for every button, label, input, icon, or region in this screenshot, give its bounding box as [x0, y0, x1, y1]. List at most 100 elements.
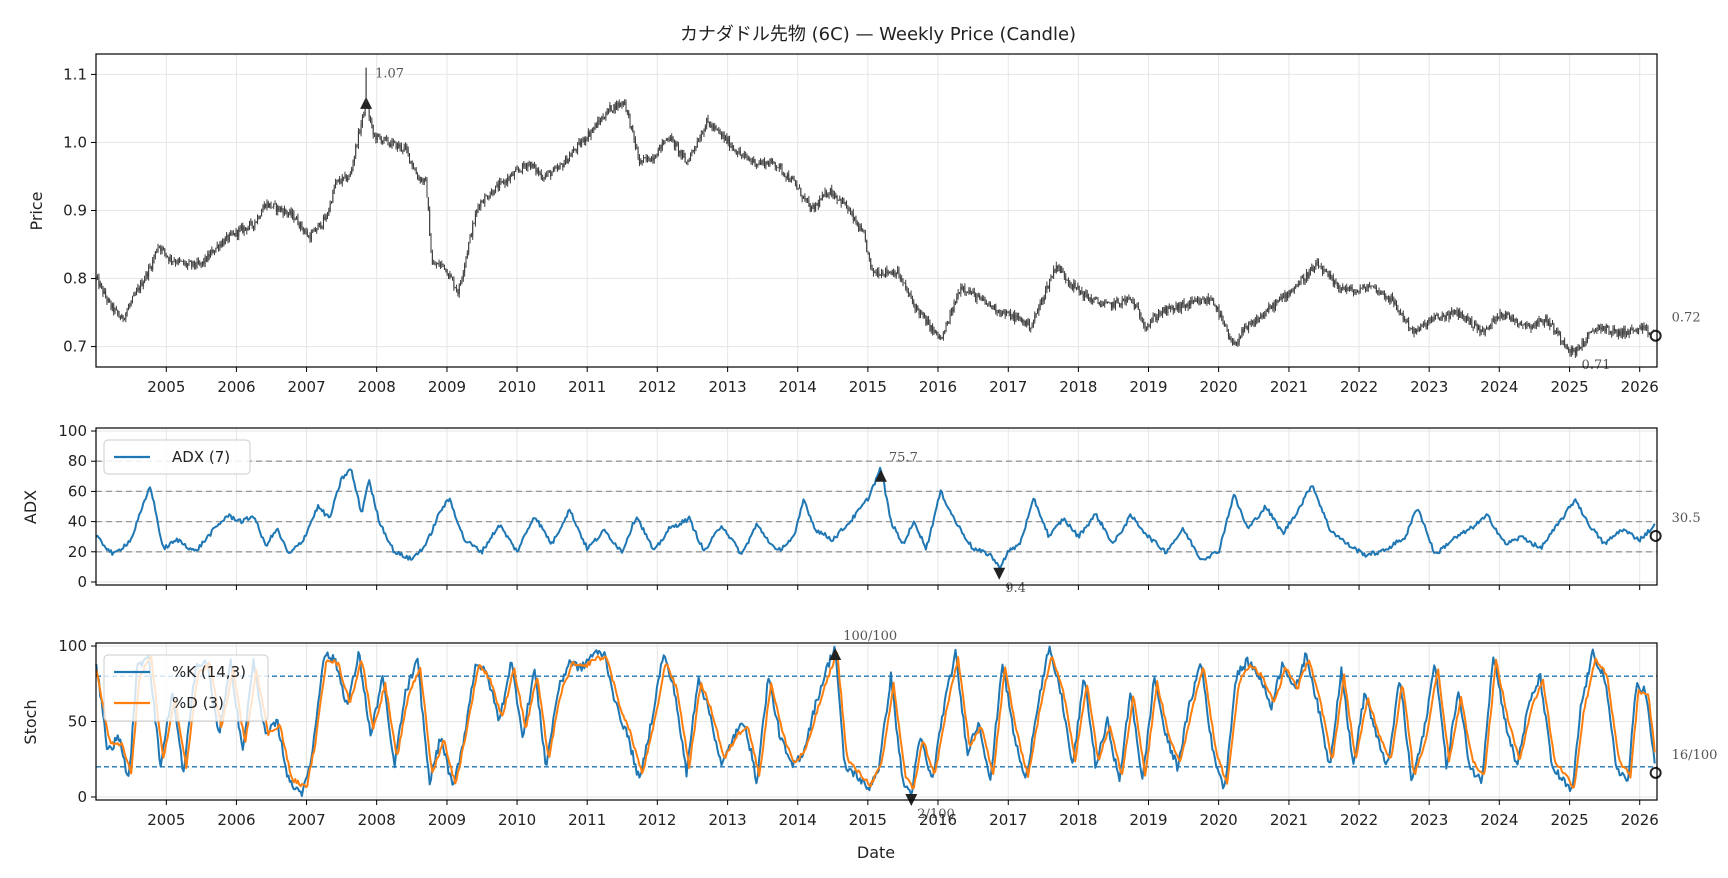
candle-body: [400, 145, 402, 150]
candle-body: [1558, 330, 1560, 335]
candle-body: [443, 264, 445, 270]
candle-body: [745, 154, 747, 156]
candle-body: [1223, 322, 1225, 327]
candle-body: [911, 297, 913, 302]
candle-body: [731, 146, 733, 149]
candle-body: [1187, 303, 1189, 307]
candle-body: [230, 232, 232, 234]
candle-body: [1256, 318, 1258, 321]
candle-body: [224, 237, 226, 245]
price-annotation-label: 0.71: [1582, 358, 1611, 373]
candle-body: [364, 102, 366, 115]
candle-body: [226, 235, 228, 238]
candle-body: [1553, 324, 1555, 333]
candle-body: [1621, 330, 1623, 335]
candle-body: [976, 295, 978, 301]
candle-body: [1355, 291, 1357, 293]
candle-body: [1237, 342, 1239, 345]
candle-body: [98, 277, 100, 287]
candle-body: [876, 271, 878, 274]
candle-body: [1387, 298, 1389, 300]
candle-body: [344, 174, 346, 178]
stoch-annotation-label: 16/100: [1672, 748, 1718, 763]
candle-body: [1381, 292, 1383, 294]
stoch-legend-label-k: %K (14,3): [172, 663, 246, 681]
candle-body: [484, 196, 486, 204]
candle-body: [661, 141, 663, 150]
candle-body: [995, 304, 997, 312]
candle-body: [1504, 314, 1506, 319]
candle-body: [940, 337, 942, 339]
candle-body: [1253, 320, 1255, 326]
candle-body: [1277, 299, 1279, 302]
candle-body: [556, 167, 558, 170]
candle-body: [441, 263, 443, 265]
candle-body: [1531, 325, 1533, 329]
candle-body: [277, 206, 279, 212]
candle-body: [1521, 321, 1523, 326]
candle-body: [706, 118, 708, 127]
candle-body: [1545, 315, 1547, 323]
candle-body: [612, 110, 614, 112]
candle-body: [934, 329, 936, 334]
candle-body: [593, 128, 595, 130]
candle-body: [473, 223, 475, 224]
candle-body: [1636, 328, 1638, 334]
candle-body: [1561, 341, 1563, 342]
candle-body: [1328, 274, 1330, 277]
candle-body: [1170, 307, 1172, 309]
candle-body: [1410, 328, 1412, 329]
candle-body: [569, 155, 570, 159]
candle-body: [1631, 328, 1633, 330]
candle-body: [1120, 303, 1122, 306]
candle-body: [739, 150, 741, 155]
candle-body: [645, 157, 647, 160]
candle-body: [355, 145, 357, 157]
candle-body: [933, 329, 935, 332]
candle-body: [445, 269, 447, 270]
candle-body: [1225, 326, 1227, 327]
candle-body: [1455, 310, 1457, 312]
candle-body: [349, 173, 351, 176]
adx-y-label: ADX: [21, 490, 40, 524]
candle-body: [807, 199, 809, 201]
candle-body: [279, 208, 281, 211]
candle-body: [477, 206, 479, 211]
candle-body: [1007, 311, 1009, 313]
candle-body: [901, 279, 903, 280]
candle-body: [548, 171, 550, 172]
candle-body: [1456, 311, 1458, 317]
x-tick-label: 2012: [638, 378, 676, 396]
candle-body: [1217, 307, 1219, 310]
candle-body: [1261, 315, 1263, 318]
candle-body: [1609, 331, 1611, 333]
candle-body: [1127, 297, 1129, 299]
candle-body: [1289, 290, 1291, 295]
candle-body: [500, 181, 502, 182]
candle-body: [601, 117, 603, 122]
candle-body: [1539, 319, 1541, 321]
candle-body: [1452, 310, 1454, 314]
x-tick-label: 2005: [147, 811, 185, 829]
candle-body: [1299, 284, 1301, 286]
candle-body: [648, 156, 650, 162]
candle-body: [434, 263, 436, 266]
candle-body: [707, 118, 709, 122]
candle-body: [851, 212, 853, 214]
candle-body: [620, 102, 622, 105]
candle-body: [1316, 261, 1318, 264]
candle-body: [1444, 315, 1446, 320]
candle-body: [1030, 328, 1032, 330]
candle-body: [1027, 320, 1029, 326]
candle-body: [790, 177, 792, 182]
candle-body: [1476, 324, 1478, 330]
candle-body: [683, 152, 685, 157]
x-tick-label: 2008: [358, 378, 396, 396]
candle-body: [390, 144, 392, 147]
adx-x-ticks: [165, 585, 1641, 590]
candle-body: [562, 164, 564, 168]
candle-body: [1581, 340, 1583, 349]
candle-body: [1058, 265, 1060, 268]
candle-body: [115, 308, 117, 311]
candle-body: [677, 145, 679, 154]
